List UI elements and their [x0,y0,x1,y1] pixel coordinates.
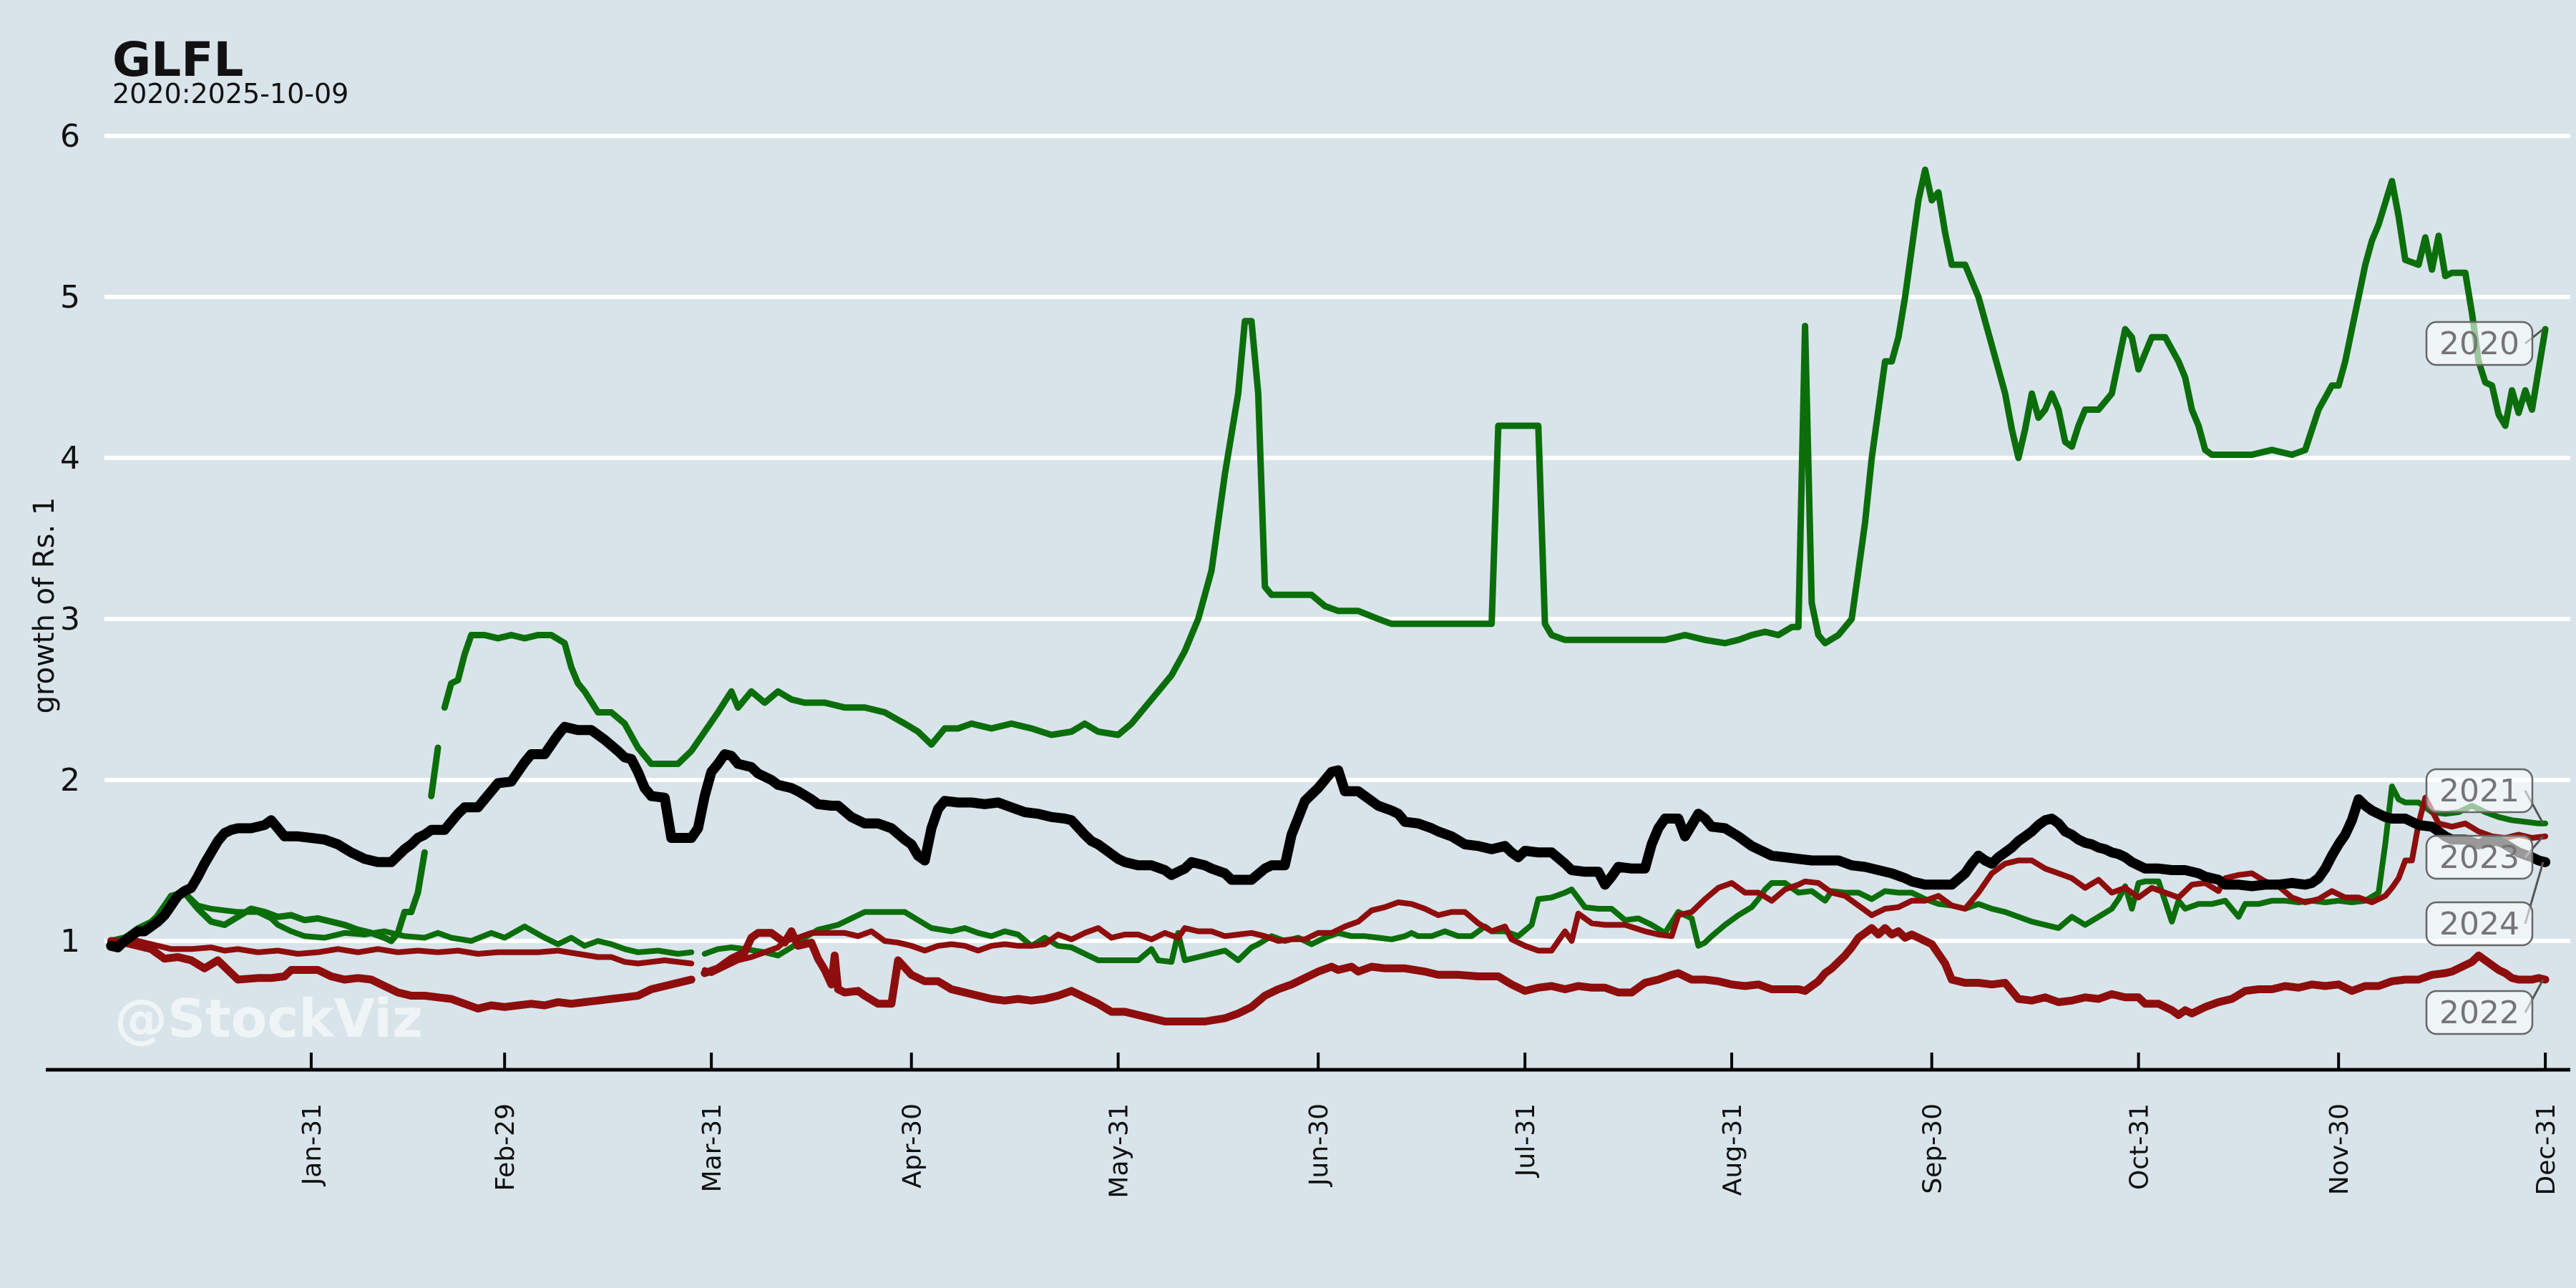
x-tick-label-Nov-30: Nov-30 [2325,1103,2354,1195]
y-tick-label-5: 5 [60,279,80,316]
x-tick-label-Jan-31: Jan-31 [298,1103,327,1186]
y-tick-label-1: 1 [60,923,80,960]
legend-label-2023: 2023 [2439,839,2519,876]
x-tick-label-Aug-31: Aug-31 [1718,1103,1747,1196]
legend-label-2020: 2020 [2439,326,2519,362]
series-line-2021 [701,784,2549,965]
y-tick-label-4: 4 [60,440,80,477]
page-title: GLFL [112,32,243,87]
series-line-2020 [441,166,2549,767]
x-axis [46,1053,2570,1072]
series-line-2022 [701,924,2550,1025]
x-tick-label-Oct-31: Oct-31 [2125,1103,2155,1190]
legend-label-2021: 2021 [2439,773,2519,809]
legend-box-2024 [2425,901,2534,947]
y-tick-labels: 1 2 3 4 5 6 [60,118,80,960]
x-tick-label-Jun-30: Jun-30 [1304,1103,1334,1187]
series-line-2023 [108,938,695,967]
legend-box-2021 [2425,768,2534,814]
y-tick-label-6: 6 [60,118,80,155]
series-line-2020 [428,744,441,799]
x-tick-label-Mar-31: Mar-31 [698,1103,727,1192]
series-line-2022 [107,937,696,1013]
x-tick-label-Jul-31: Jul-31 [1511,1103,1541,1178]
legend-box-2023 [2425,834,2534,880]
series-line-2024 [106,721,2551,952]
watermark: @StockViz [114,988,423,1050]
legend-box-2020 [2425,321,2534,366]
legend-label-2022: 2022 [2439,995,2519,1031]
x-tick-label-May-31: May-31 [1105,1103,1134,1199]
y-tick-label-3: 3 [60,601,80,638]
x-tick-label-Feb-29: Feb-29 [491,1103,520,1191]
x-tick-label-Apr-30: Apr-30 [898,1103,927,1189]
year-legend: 2020 2021 2022 2023 2024 [2425,321,2545,1035]
x-tick-label-Dec-31: Dec-31 [2532,1103,2561,1195]
y-tick-label-2: 2 [60,762,80,799]
series-lines [106,166,2551,1025]
legend-label-2024: 2024 [2439,906,2519,942]
legend-box-2022 [2425,990,2534,1035]
x-tick-label-Sep-30: Sep-30 [1918,1103,1948,1194]
x-tick-labels: Jan-31 Feb-29 Mar-31 Apr-30 May-31 Jun-30 Jul-… [298,1103,2561,1199]
y-axis-title: growth of Rs. 1 [28,497,61,714]
chart-subtitle: 2020:2025-10-09 [112,78,348,109]
